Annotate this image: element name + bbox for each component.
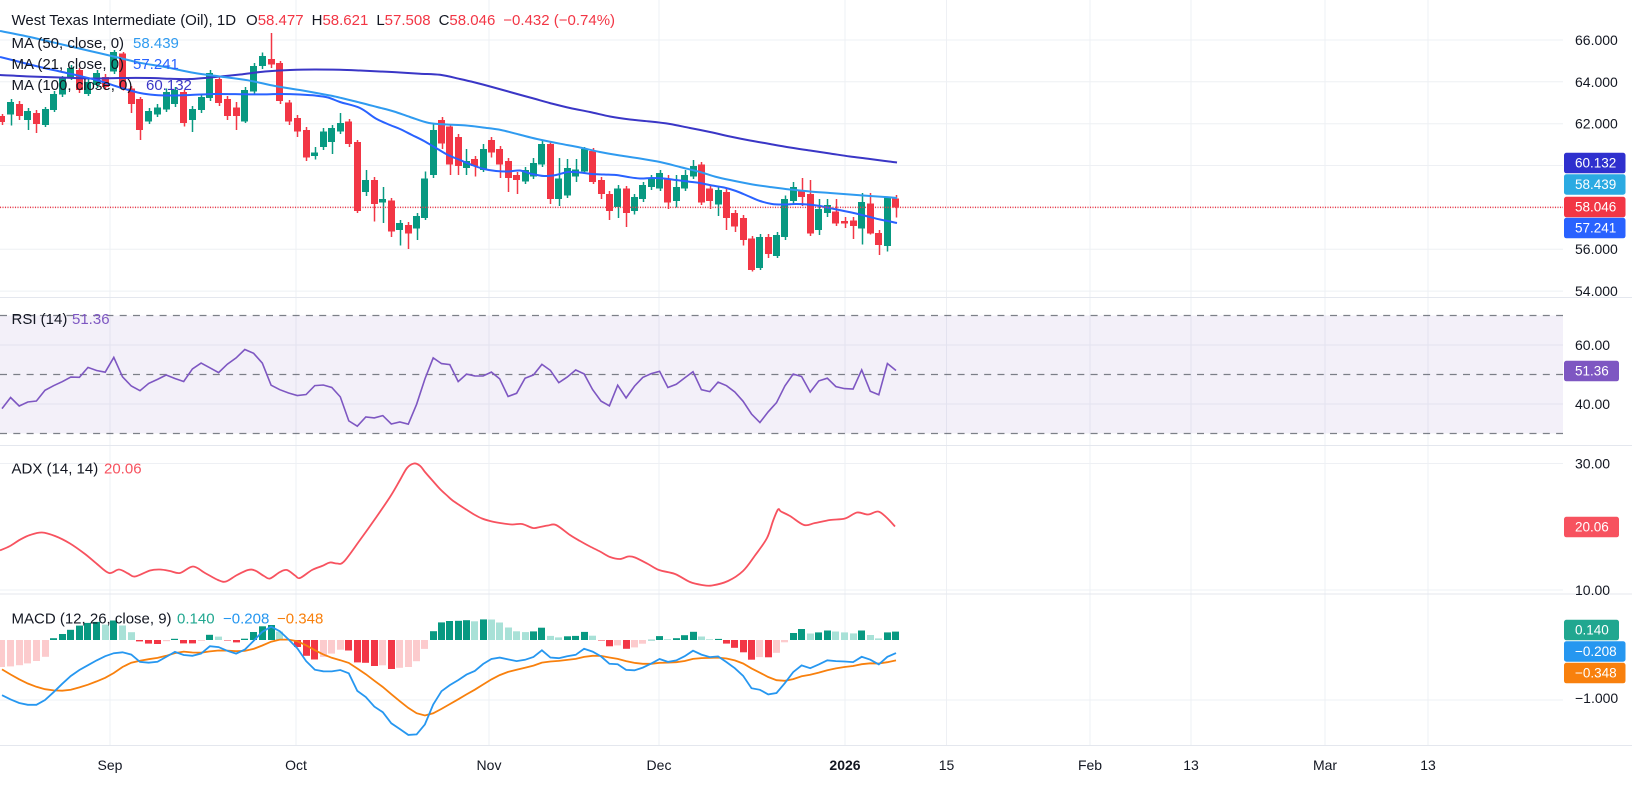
svg-text:2026: 2026 — [829, 757, 860, 773]
svg-text:40.00: 40.00 — [1575, 396, 1610, 412]
svg-text:West Texas Intermediate (Oil),: West Texas Intermediate (Oil), 1D O58.477… — [12, 12, 616, 29]
svg-text:57.241: 57.241 — [1575, 221, 1616, 236]
svg-text:MA (50, close, 0): MA (50, close, 0) — [12, 35, 125, 52]
svg-text:51.36: 51.36 — [72, 311, 110, 328]
svg-text:58.439: 58.439 — [133, 35, 179, 52]
svg-text:Feb: Feb — [1078, 757, 1102, 773]
svg-text:−0.208: −0.208 — [223, 611, 269, 628]
svg-text:60.132: 60.132 — [146, 77, 192, 94]
svg-text:54.000: 54.000 — [1575, 283, 1618, 299]
svg-text:13: 13 — [1420, 757, 1436, 773]
svg-text:30.00: 30.00 — [1575, 456, 1610, 472]
svg-text:20.06: 20.06 — [1575, 520, 1609, 535]
svg-text:60.00: 60.00 — [1575, 337, 1610, 353]
svg-text:Nov: Nov — [477, 757, 502, 773]
svg-text:62.000: 62.000 — [1575, 116, 1618, 132]
svg-text:MA (21, close, 0): MA (21, close, 0) — [12, 56, 125, 73]
svg-text:66.000: 66.000 — [1575, 32, 1618, 48]
svg-text:Oct: Oct — [285, 757, 307, 773]
svg-text:RSI (14): RSI (14) — [12, 311, 68, 328]
svg-text:Sep: Sep — [98, 757, 123, 773]
svg-text:15: 15 — [939, 757, 955, 773]
svg-text:−0.348: −0.348 — [1575, 666, 1617, 681]
svg-text:13: 13 — [1183, 757, 1199, 773]
svg-text:Mar: Mar — [1313, 757, 1337, 773]
svg-text:60.132: 60.132 — [1575, 156, 1616, 171]
svg-text:0.140: 0.140 — [177, 611, 215, 628]
svg-text:Dec: Dec — [647, 757, 672, 773]
svg-text:ADX (14, 14): ADX (14, 14) — [12, 461, 99, 478]
svg-text:51.36: 51.36 — [1575, 364, 1609, 379]
svg-text:58.046: 58.046 — [1575, 200, 1616, 215]
svg-text:0.140: 0.140 — [1575, 623, 1609, 638]
svg-text:56.000: 56.000 — [1575, 241, 1618, 257]
svg-text:−0.348: −0.348 — [277, 611, 323, 628]
svg-text:57.241: 57.241 — [133, 56, 179, 73]
svg-text:MA (100, close, 0): MA (100, close, 0) — [12, 77, 133, 94]
svg-text:−1.000: −1.000 — [1575, 690, 1618, 706]
svg-text:64.000: 64.000 — [1575, 74, 1618, 90]
svg-text:10.00: 10.00 — [1575, 582, 1610, 598]
svg-text:−0.208: −0.208 — [1575, 644, 1617, 659]
svg-text:MACD (12, 26, close, 9): MACD (12, 26, close, 9) — [12, 611, 172, 628]
svg-text:58.439: 58.439 — [1575, 177, 1616, 192]
svg-text:20.06: 20.06 — [104, 461, 142, 478]
